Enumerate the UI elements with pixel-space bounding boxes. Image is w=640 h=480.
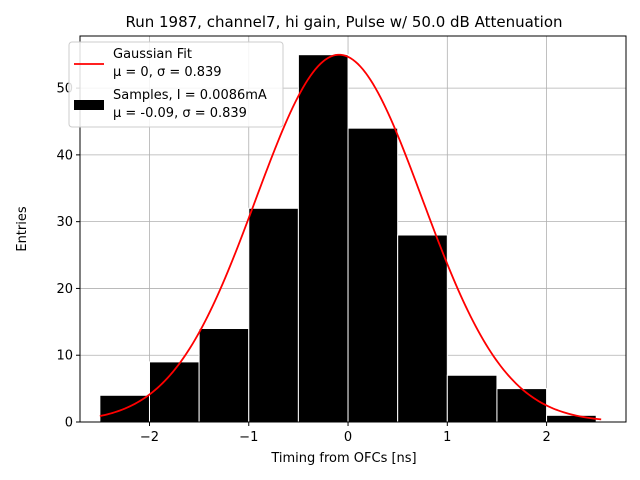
x-axis-label: Timing from OFCs [ns] [270, 451, 416, 466]
legend-fit-params: μ = 0, σ = 0.839 [113, 65, 222, 80]
legend-samples-label: Samples, I = 0.0086mA [113, 88, 267, 103]
gaussian-fit-line [99, 53, 602, 421]
y-tick-label: 10 [56, 349, 73, 364]
histogram-bar [496, 388, 548, 423]
chart-title: Run 1987, channel7, hi gain, Pulse w/ 50… [125, 13, 562, 31]
histogram-bar [248, 207, 299, 423]
histogram-bar [198, 328, 250, 423]
x-tick-label: 2 [542, 430, 550, 445]
y-tick-label: 40 [56, 148, 73, 163]
gaussian-fit-curve [99, 53, 602, 421]
legend-fit-label: Gaussian Fit [113, 47, 192, 62]
plot-frame [79, 35, 627, 423]
legend: Gaussian Fit μ = 0, σ = 0.839 Samples, I… [68, 41, 284, 128]
x-tick-label: −1 [239, 430, 258, 445]
legend-samples-swatch [74, 100, 104, 110]
y-tick-label: 30 [56, 215, 73, 230]
x-tick-label: 1 [443, 430, 451, 445]
histogram-bar [446, 374, 498, 423]
y-tick-label: 20 [56, 282, 73, 297]
legend-box [68, 41, 284, 128]
histogram-bars [99, 54, 597, 423]
histogram-bar [397, 234, 448, 423]
legend-samples-params: μ = -0.09, σ = 0.839 [113, 106, 247, 121]
y-tick-label: 0 [65, 416, 73, 431]
x-tick-label: 0 [344, 430, 352, 445]
x-tick-label: −2 [140, 430, 159, 445]
histogram-bar [297, 54, 349, 423]
histogram-bar [347, 127, 399, 423]
x-axis-ticks: −2 −1 0 1 2 [140, 422, 551, 445]
y-axis-label: Entries [15, 206, 30, 252]
